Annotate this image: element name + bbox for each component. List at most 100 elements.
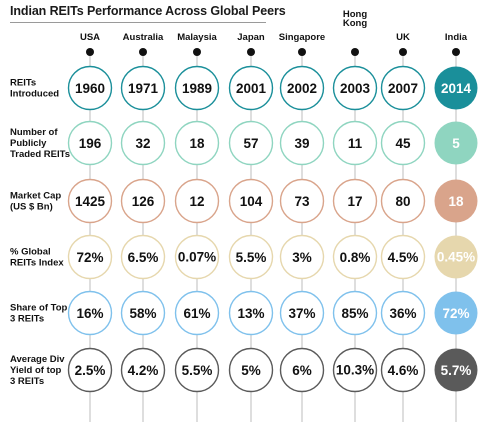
value-label: 2001 [236,81,267,96]
value-circle-india [434,121,478,165]
column-dot [139,48,147,56]
row-label: (US $ Bn) [10,202,53,213]
row-label: Introduced [10,89,59,100]
value-label: 37% [288,306,315,321]
country-header: Hong [343,9,367,20]
value-label: 4.2% [128,363,159,378]
value-label: 58% [129,306,156,321]
value-circle [174,120,220,166]
value-circle [228,178,274,224]
value-circle [380,290,426,336]
row-label: Number of [10,127,58,138]
value-label: 1425 [75,194,106,209]
row-label: 3 REITs [10,314,44,325]
value-label: 196 [79,136,102,151]
chart-title: Indian REITs Performance Across Global P… [10,4,286,18]
value-circle [67,65,113,111]
value-label: 45 [395,136,411,151]
value-label: 6% [292,363,312,378]
row-label: Share of Top [10,303,68,314]
value-label: 2003 [340,81,371,96]
column-dot [351,48,359,56]
value-label: 5% [241,363,261,378]
value-circle [380,347,426,393]
row-label: Yield of top [10,365,62,376]
value-label: 3% [292,250,312,265]
column-dot [399,48,407,56]
value-circle-india [434,291,478,335]
column-dot [193,48,201,56]
value-label: 16% [76,306,103,321]
value-label: 5 [452,136,460,151]
value-label: 2.5% [75,363,106,378]
value-label: 104 [240,194,263,209]
row-label: Average Div [10,354,65,365]
value-label: 2002 [287,81,317,96]
value-label: 0.8% [340,250,371,265]
value-label: 73 [294,194,310,209]
value-label: 4.6% [388,363,419,378]
value-label: 5.5% [182,363,213,378]
row-label: Traded REITs [10,149,70,160]
value-label: 2007 [388,81,418,96]
value-label: 1960 [75,81,105,96]
value-circle [332,234,378,280]
value-label: 80 [395,194,410,209]
value-label: 18 [448,194,464,209]
value-label: 1989 [182,81,212,96]
country-header: Singapore [279,32,325,43]
value-circle-india [434,66,478,110]
value-circle [332,178,378,224]
value-label: 39 [294,136,309,151]
value-label: 126 [132,194,155,209]
country-header: Malaysia [177,32,217,43]
value-circle [174,65,220,111]
value-label: 18 [189,136,205,151]
row-label: % Global [10,247,51,258]
value-circle [120,65,166,111]
value-circle [174,178,220,224]
country-header: Australia [123,32,164,43]
value-circle [174,234,220,280]
value-circle [228,347,274,393]
value-label: 72% [442,306,469,321]
value-circle [279,347,325,393]
value-circle [67,178,113,224]
value-circle-india [434,348,478,392]
row-label: Publicly [10,138,47,149]
value-circle [380,120,426,166]
value-circle [120,234,166,280]
value-label: 2014 [441,81,472,96]
value-circle [332,347,378,393]
value-circle [380,178,426,224]
value-label: 10.3% [336,362,374,377]
value-circle [228,234,274,280]
country-header: India [445,32,468,43]
value-label: 0.45% [437,249,475,264]
value-circle [67,347,113,393]
value-label: 0.07% [178,249,216,264]
country-header: Japan [237,32,265,43]
row-label: REITs Index [10,258,64,269]
country-header: UK [396,32,410,43]
title-underline [10,22,266,23]
value-circle [120,120,166,166]
country-header: USA [80,32,100,43]
value-label: 5.5% [236,250,267,265]
value-label: 85% [341,306,368,321]
value-circle [279,120,325,166]
value-label: 57 [243,136,258,151]
row-label: REITs [10,78,36,89]
country-header: Kong [343,18,367,29]
value-circle [120,290,166,336]
value-circle [67,290,113,336]
value-circle [228,290,274,336]
value-label: 17 [347,194,362,209]
value-circle [332,290,378,336]
value-label: 13% [237,306,264,321]
value-circle [279,178,325,224]
column-dot [86,48,94,56]
value-label: 4.5% [388,250,419,265]
value-circle-india [434,179,478,223]
